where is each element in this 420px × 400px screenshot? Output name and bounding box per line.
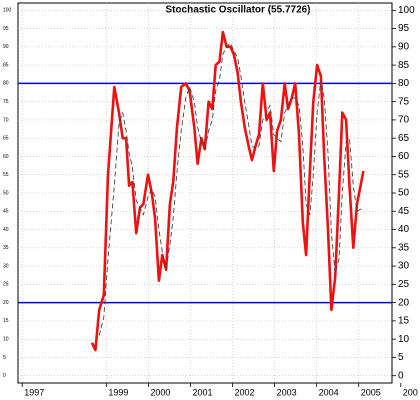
y-tick-label: 60: [398, 151, 410, 162]
y-tick-label: 10: [398, 334, 410, 345]
y-tick-label: 0: [398, 370, 404, 381]
x-tick-label: 2004: [319, 387, 339, 397]
x-tick-label: 2001: [192, 387, 212, 397]
y-tick-label: 85: [398, 60, 410, 71]
y-tick-label-left: 30: [3, 263, 9, 269]
y-tick-label: 75: [398, 96, 410, 107]
y-tick-label-left: 55: [3, 172, 9, 178]
y-tick-label-left: 10: [3, 336, 9, 342]
y-tick-label: 65: [398, 133, 410, 144]
y-tick-label-left: 65: [3, 136, 9, 142]
y-tick-label-left: 40: [3, 227, 9, 233]
series-line: [98, 42, 364, 336]
y-tick-label-left: 90: [3, 44, 9, 50]
y-tick-label-left: 85: [3, 62, 9, 68]
x-tick-label: 200: [403, 387, 418, 397]
x-tick-label: 1997: [24, 387, 44, 397]
x-tick-label: 1999: [108, 387, 128, 397]
y-tick-label: 90: [398, 41, 410, 52]
y-tick-label-left: 95: [3, 26, 9, 32]
y-tick-label: 25: [398, 279, 410, 290]
y-tick-label-left: 35: [3, 245, 9, 251]
y-tick-label-left: 70: [3, 117, 9, 123]
y-tick-label-left: 20: [3, 300, 9, 306]
y-tick-label-left: 75: [3, 99, 9, 105]
y-tick-label: 55: [398, 169, 410, 180]
y-tick-label-left: 25: [3, 282, 9, 288]
x-tick-label: 2005: [361, 387, 381, 397]
y-tick-label: 20: [398, 297, 410, 308]
y-tick-label-left: 15: [3, 318, 9, 324]
y-tick-label: 100: [398, 5, 415, 16]
y-tick-label: 80: [398, 78, 410, 89]
y-tick-label-left: 45: [3, 209, 9, 215]
y-tick-label: 50: [398, 188, 410, 199]
y-tick-label-left: 50: [3, 190, 9, 196]
x-tick-label: 2003: [277, 387, 297, 397]
y-tick-label: 45: [398, 206, 410, 217]
y-tick-label: 70: [398, 115, 410, 126]
y-tick-label: 95: [398, 23, 410, 34]
y-tick-label: 35: [398, 242, 410, 253]
y-tick-label-left: 80: [3, 81, 9, 87]
x-tick-label: 2002: [235, 387, 255, 397]
y-tick-label: 40: [398, 224, 410, 235]
y-tick-label-left: 0: [3, 373, 6, 379]
y-tick-label-left: 5: [3, 355, 6, 361]
y-tick-label: 15: [398, 316, 410, 327]
y-tick-label-left: 100: [3, 8, 12, 14]
y-tick-label: 30: [398, 261, 410, 272]
y-tick-label: 5: [398, 352, 404, 363]
y-tick-label-left: 60: [3, 154, 9, 160]
x-tick-label: 2000: [150, 387, 170, 397]
